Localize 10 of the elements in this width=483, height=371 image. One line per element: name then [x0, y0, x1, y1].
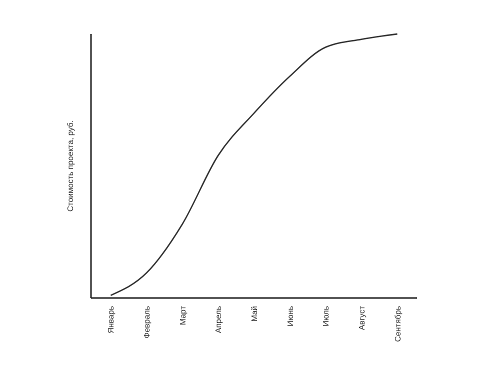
x-tick-label: Сентябрь	[393, 306, 402, 342]
x-tick-label: Май	[250, 306, 259, 322]
x-tick-label: Февраль	[142, 306, 152, 339]
x-tick-label: Август	[357, 306, 366, 330]
x-tick-label: Июль	[322, 306, 331, 326]
y-axis-title: Стоимость проекта, руб.	[66, 120, 75, 212]
x-tick-label: Апрель	[214, 306, 224, 334]
x-tick-label: Январь	[106, 306, 116, 334]
x-tick-label: Март	[178, 306, 188, 326]
x-tick-label: Июнь	[286, 306, 295, 326]
